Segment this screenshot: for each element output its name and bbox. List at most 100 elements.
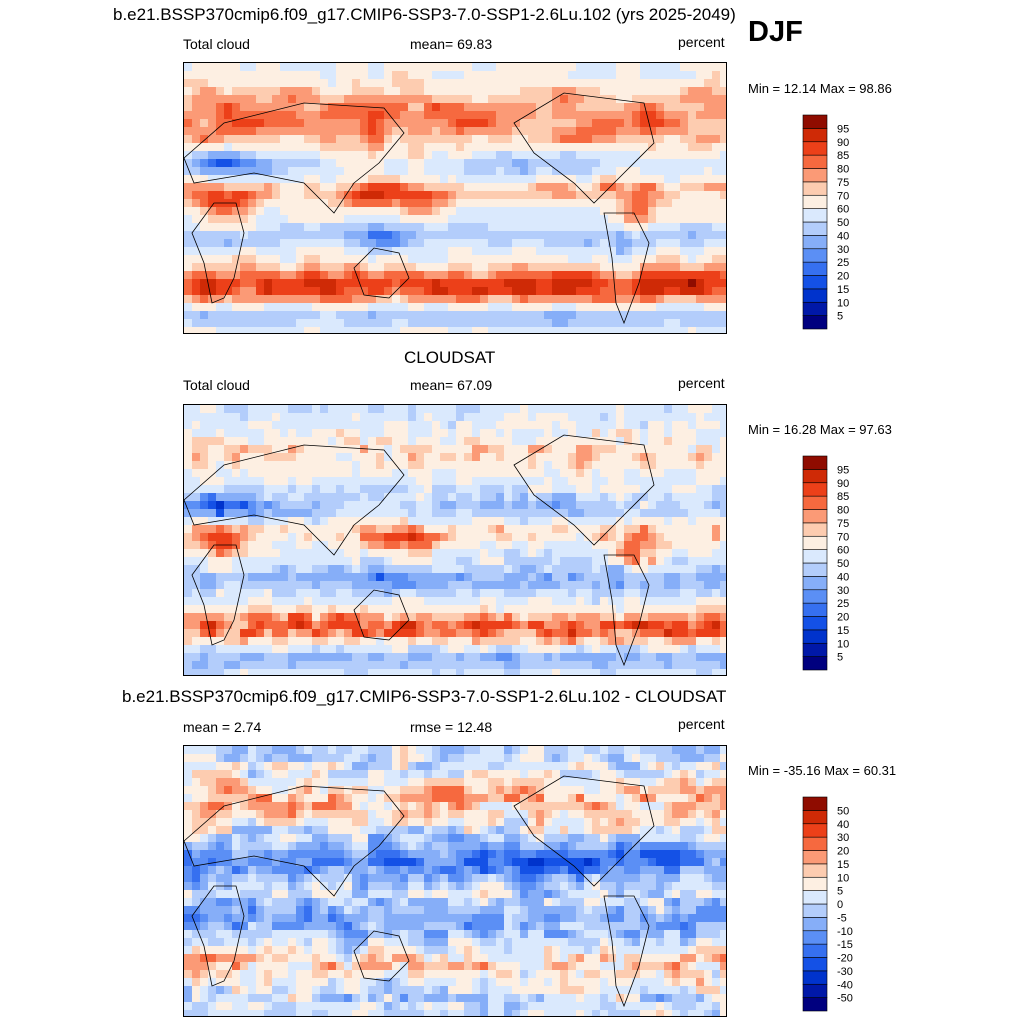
map-cell (304, 621, 313, 630)
map-cell (304, 533, 313, 542)
map-cell (672, 613, 681, 622)
map-cell (352, 247, 361, 256)
map-cell (624, 509, 633, 518)
map-cell (200, 509, 209, 518)
map-cell (416, 445, 425, 454)
map-cell (704, 319, 713, 328)
map-cell (288, 247, 297, 256)
map-cell (344, 589, 353, 598)
map-cell (264, 754, 273, 763)
map-cell (464, 159, 473, 168)
map-cell (392, 485, 401, 494)
map-cell (672, 501, 681, 510)
colorbar-swatch (802, 261, 828, 276)
map-cell (440, 95, 449, 104)
map-cell (664, 111, 673, 120)
map-cell (256, 461, 265, 470)
map-cell (312, 517, 321, 526)
map-cell (672, 581, 681, 590)
map-cell (528, 445, 537, 454)
map-cell (496, 541, 505, 550)
map-cell (592, 247, 601, 256)
map-cell (352, 541, 361, 550)
map-cell (648, 469, 657, 478)
map-cell (360, 581, 369, 590)
map-cell (208, 525, 217, 534)
map-cell (664, 413, 673, 422)
map-cell (656, 746, 665, 755)
map-cell (320, 746, 329, 755)
map-cell (320, 453, 329, 462)
map-cell (632, 207, 641, 216)
map-cell (552, 549, 561, 558)
map-cell (688, 509, 697, 518)
map-cell (240, 111, 249, 120)
map-cell (488, 231, 497, 240)
map-cell (648, 127, 657, 136)
map-cell (352, 215, 361, 224)
map-cell (472, 247, 481, 256)
map-cell (208, 295, 217, 304)
map-cell (192, 533, 201, 542)
map-cell (456, 421, 465, 430)
map-cell (568, 669, 577, 675)
map-cell (488, 445, 497, 454)
map-cell (456, 287, 465, 296)
map-cell (400, 231, 409, 240)
map-cell (272, 63, 281, 72)
map-cell (592, 746, 601, 755)
map-cell (680, 167, 689, 176)
map-cell (544, 754, 553, 763)
map-cell (544, 557, 553, 566)
map-cell (384, 525, 393, 534)
map-cell (344, 573, 353, 582)
map-cell (648, 167, 657, 176)
map-cell (664, 661, 673, 670)
map-cell (560, 327, 569, 333)
map-cell (336, 231, 345, 240)
map-cell (496, 191, 505, 200)
map-cell (264, 71, 273, 80)
map-cell (240, 637, 249, 646)
map-cell (672, 127, 681, 136)
map-cell (680, 746, 689, 755)
map-cell (608, 637, 617, 646)
map-cell (248, 597, 257, 606)
map-cell (488, 669, 497, 675)
map-cell (280, 231, 289, 240)
map-cell (680, 669, 689, 675)
map-cell (384, 477, 393, 486)
map-cell (720, 557, 726, 566)
map-cell (240, 477, 249, 486)
colorbar-swatch (802, 315, 828, 330)
map-cell (184, 263, 193, 272)
map-cell (392, 167, 401, 176)
map-cell (360, 445, 369, 454)
map-cell (392, 247, 401, 256)
map-cell (296, 287, 305, 296)
map-cell (336, 533, 345, 542)
map-cell (576, 263, 585, 272)
map-cell (624, 215, 633, 224)
map-cell (400, 437, 409, 446)
map-cell (488, 87, 497, 96)
map-cell (312, 71, 321, 80)
map-cell (656, 517, 665, 526)
map-cell (664, 477, 673, 486)
map-cell (384, 159, 393, 168)
map-cell (456, 581, 465, 590)
map-cell (512, 71, 521, 80)
map-cell (360, 501, 369, 510)
map-cell (200, 621, 209, 630)
map-cell (208, 661, 217, 670)
map-cell (200, 517, 209, 526)
map-cell (488, 263, 497, 272)
map-cell (632, 746, 641, 755)
map-cell (400, 167, 409, 176)
map-cell (688, 621, 697, 630)
map-cell (424, 770, 433, 779)
map-cell (408, 223, 417, 232)
map-cell (656, 151, 665, 160)
map-cell (440, 461, 449, 470)
map-cell (568, 319, 577, 328)
